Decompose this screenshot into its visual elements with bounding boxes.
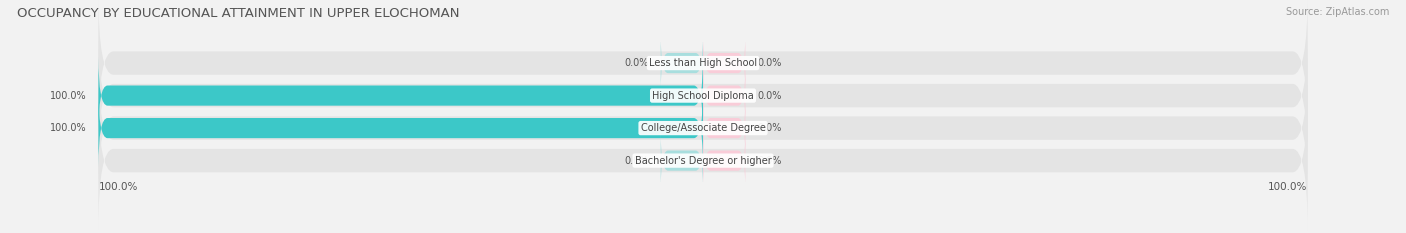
- FancyBboxPatch shape: [703, 132, 745, 189]
- Text: 0.0%: 0.0%: [758, 123, 782, 133]
- Text: 0.0%: 0.0%: [758, 91, 782, 101]
- FancyBboxPatch shape: [98, 26, 1308, 165]
- Text: 0.0%: 0.0%: [758, 156, 782, 166]
- FancyBboxPatch shape: [661, 34, 703, 92]
- Text: OCCUPANCY BY EDUCATIONAL ATTAINMENT IN UPPER ELOCHOMAN: OCCUPANCY BY EDUCATIONAL ATTAINMENT IN U…: [17, 7, 460, 20]
- Text: 0.0%: 0.0%: [758, 58, 782, 68]
- FancyBboxPatch shape: [703, 67, 745, 124]
- Text: College/Associate Degree: College/Associate Degree: [641, 123, 765, 133]
- Text: Less than High School: Less than High School: [650, 58, 756, 68]
- FancyBboxPatch shape: [98, 57, 703, 134]
- Text: 0.0%: 0.0%: [624, 58, 648, 68]
- Text: 100.0%: 100.0%: [49, 91, 86, 101]
- FancyBboxPatch shape: [703, 34, 745, 92]
- Text: 0.0%: 0.0%: [624, 156, 648, 166]
- Text: 100.0%: 100.0%: [1268, 182, 1308, 192]
- Text: 100.0%: 100.0%: [98, 182, 138, 192]
- FancyBboxPatch shape: [703, 99, 745, 157]
- Text: Source: ZipAtlas.com: Source: ZipAtlas.com: [1285, 7, 1389, 17]
- FancyBboxPatch shape: [98, 58, 1308, 198]
- Text: Bachelor's Degree or higher: Bachelor's Degree or higher: [634, 156, 772, 166]
- FancyBboxPatch shape: [98, 89, 703, 167]
- FancyBboxPatch shape: [661, 132, 703, 189]
- Text: 100.0%: 100.0%: [49, 123, 86, 133]
- Text: High School Diploma: High School Diploma: [652, 91, 754, 101]
- FancyBboxPatch shape: [98, 0, 1308, 133]
- FancyBboxPatch shape: [98, 91, 1308, 230]
